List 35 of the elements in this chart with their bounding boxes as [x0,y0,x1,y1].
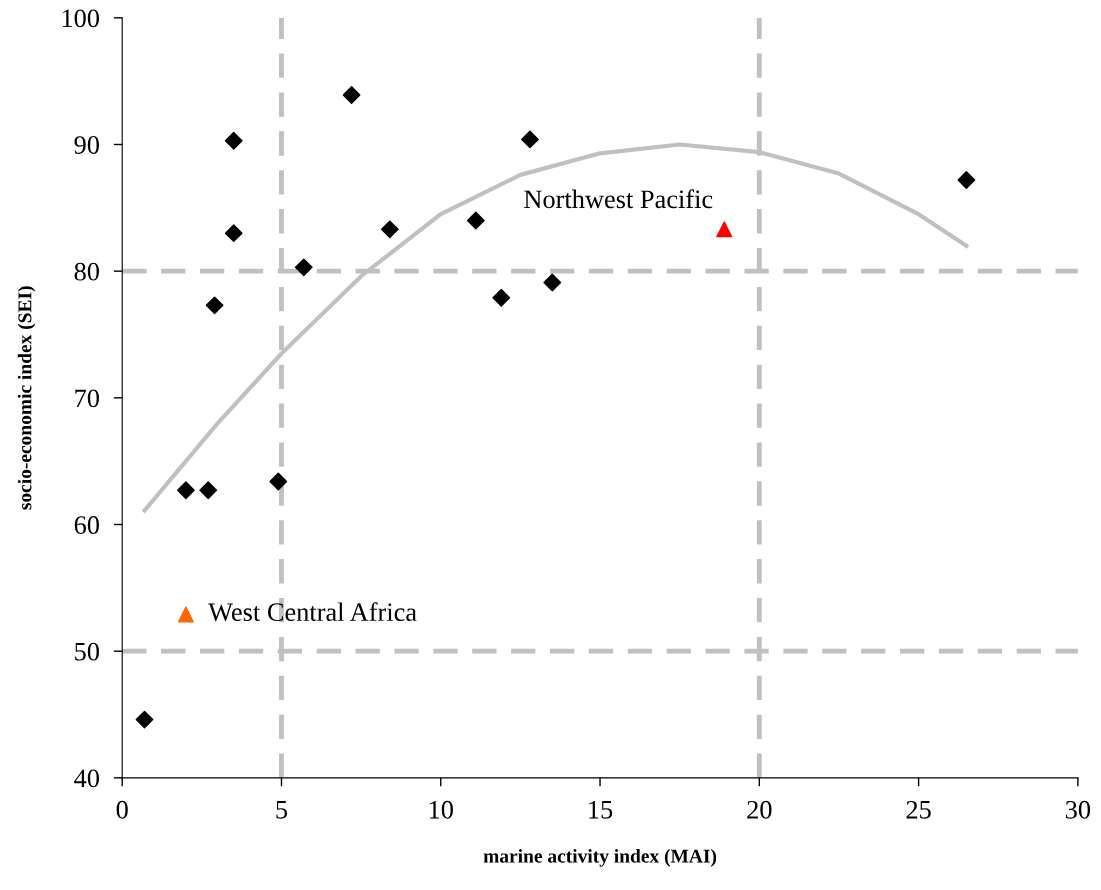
point [716,221,733,238]
x-tick-label: 25 [906,800,931,819]
annotation: Northwest Pacific [524,189,713,209]
point [342,86,361,104]
annotation: West Central Africa [208,602,417,622]
point [199,481,218,500]
point [224,131,243,150]
x-tick-label: 15 [589,800,613,819]
y-tick-label: 70 [75,389,99,408]
y-tick-label: 90 [74,136,99,154]
point [380,220,399,239]
point [205,296,224,315]
point [294,258,313,277]
x-tick-label: 5 [276,801,288,819]
y-tick-label: 80 [74,262,99,281]
x-axis-title: marine activity index (MAI) [483,849,717,867]
x-tick-label: 10 [429,800,453,819]
y-axis-title: socio-economic index (SEI) [17,286,36,510]
point [177,481,195,500]
x-tick-label: 0 [116,800,128,819]
x-tick-label: 30 [1065,800,1091,819]
x-tick-label: 20 [747,800,772,819]
point [521,130,539,149]
y-tick-label: 50 [75,642,99,661]
y-tick-label: 60 [74,516,99,534]
y-tick-label: 100 [62,9,99,28]
y-tick-label: 40 [74,769,99,788]
point [224,224,243,243]
point [957,171,976,189]
point [492,288,511,307]
point [177,606,194,623]
point [269,472,288,491]
point [135,710,154,729]
point [543,273,562,292]
point [466,211,485,230]
